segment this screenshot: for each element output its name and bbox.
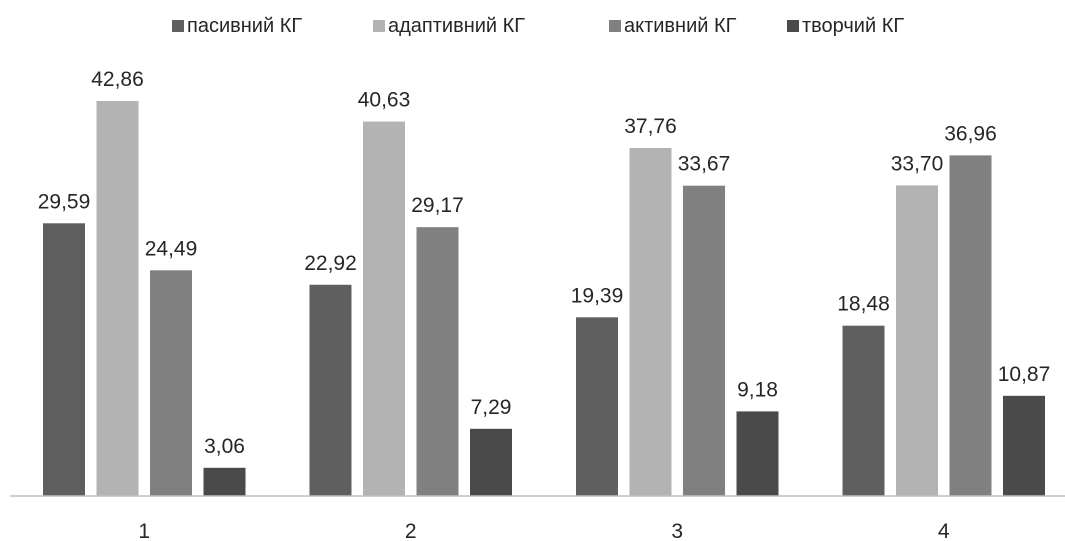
bar <box>629 148 672 496</box>
data-label: 18,48 <box>837 293 890 316</box>
data-label: 7,29 <box>471 396 512 419</box>
bar <box>96 101 139 496</box>
bar <box>736 411 779 496</box>
data-label: 33,70 <box>891 152 944 175</box>
legend-label: адаптивний КГ <box>388 15 525 37</box>
data-label: 9,18 <box>737 378 778 401</box>
data-label: 22,92 <box>304 252 357 275</box>
x-tick-label: 3 <box>671 520 683 541</box>
data-label: 40,63 <box>358 89 411 112</box>
bar <box>363 121 405 497</box>
bar <box>842 325 885 496</box>
legend-swatch <box>609 20 621 32</box>
legend: пасивний КГ адаптивний КГ активний КГ творч… <box>172 15 904 37</box>
data-label: 24,49 <box>145 237 198 260</box>
legend-swatch <box>373 20 385 32</box>
data-label: 19,39 <box>571 284 624 307</box>
bar <box>683 185 725 496</box>
data-label: 33,67 <box>678 153 731 176</box>
bar <box>470 428 512 496</box>
data-label: 36,96 <box>944 122 997 145</box>
bar <box>1003 395 1045 496</box>
legend-item: творчий КГ <box>787 15 904 37</box>
legend-label: творчий КГ <box>802 15 904 37</box>
bar <box>416 227 459 496</box>
x-tick-label: 1 <box>138 520 150 541</box>
legend-item: адаптивний КГ <box>373 15 525 37</box>
legend-item: пасивний КГ <box>172 15 302 37</box>
data-label: 42,86 <box>91 68 144 91</box>
legend-item: активний КГ <box>609 15 737 37</box>
data-label: 10,87 <box>998 363 1051 386</box>
legend-swatch <box>787 20 799 32</box>
legend-label: пасивний КГ <box>187 15 302 37</box>
plot-area: 29,59 42,86 24,49 3,06 22,92 40,63 29,17 7,29 19… <box>38 68 1051 497</box>
data-label: 37,76 <box>624 115 677 138</box>
data-label: 29,17 <box>411 194 464 217</box>
legend-swatch <box>172 20 184 32</box>
bar <box>150 270 192 496</box>
data-label: 29,59 <box>38 190 91 213</box>
bar <box>309 284 352 496</box>
x-axis-ticks: 1 2 3 4 <box>138 520 950 541</box>
legend-label: активний КГ <box>624 15 737 37</box>
bar <box>576 317 618 496</box>
bar <box>43 223 85 497</box>
data-label: 3,06 <box>204 435 245 458</box>
bar <box>949 155 992 497</box>
x-tick-label: 2 <box>405 520 417 541</box>
bar <box>203 467 246 496</box>
x-tick-label: 4 <box>938 520 950 541</box>
bar <box>896 185 938 496</box>
